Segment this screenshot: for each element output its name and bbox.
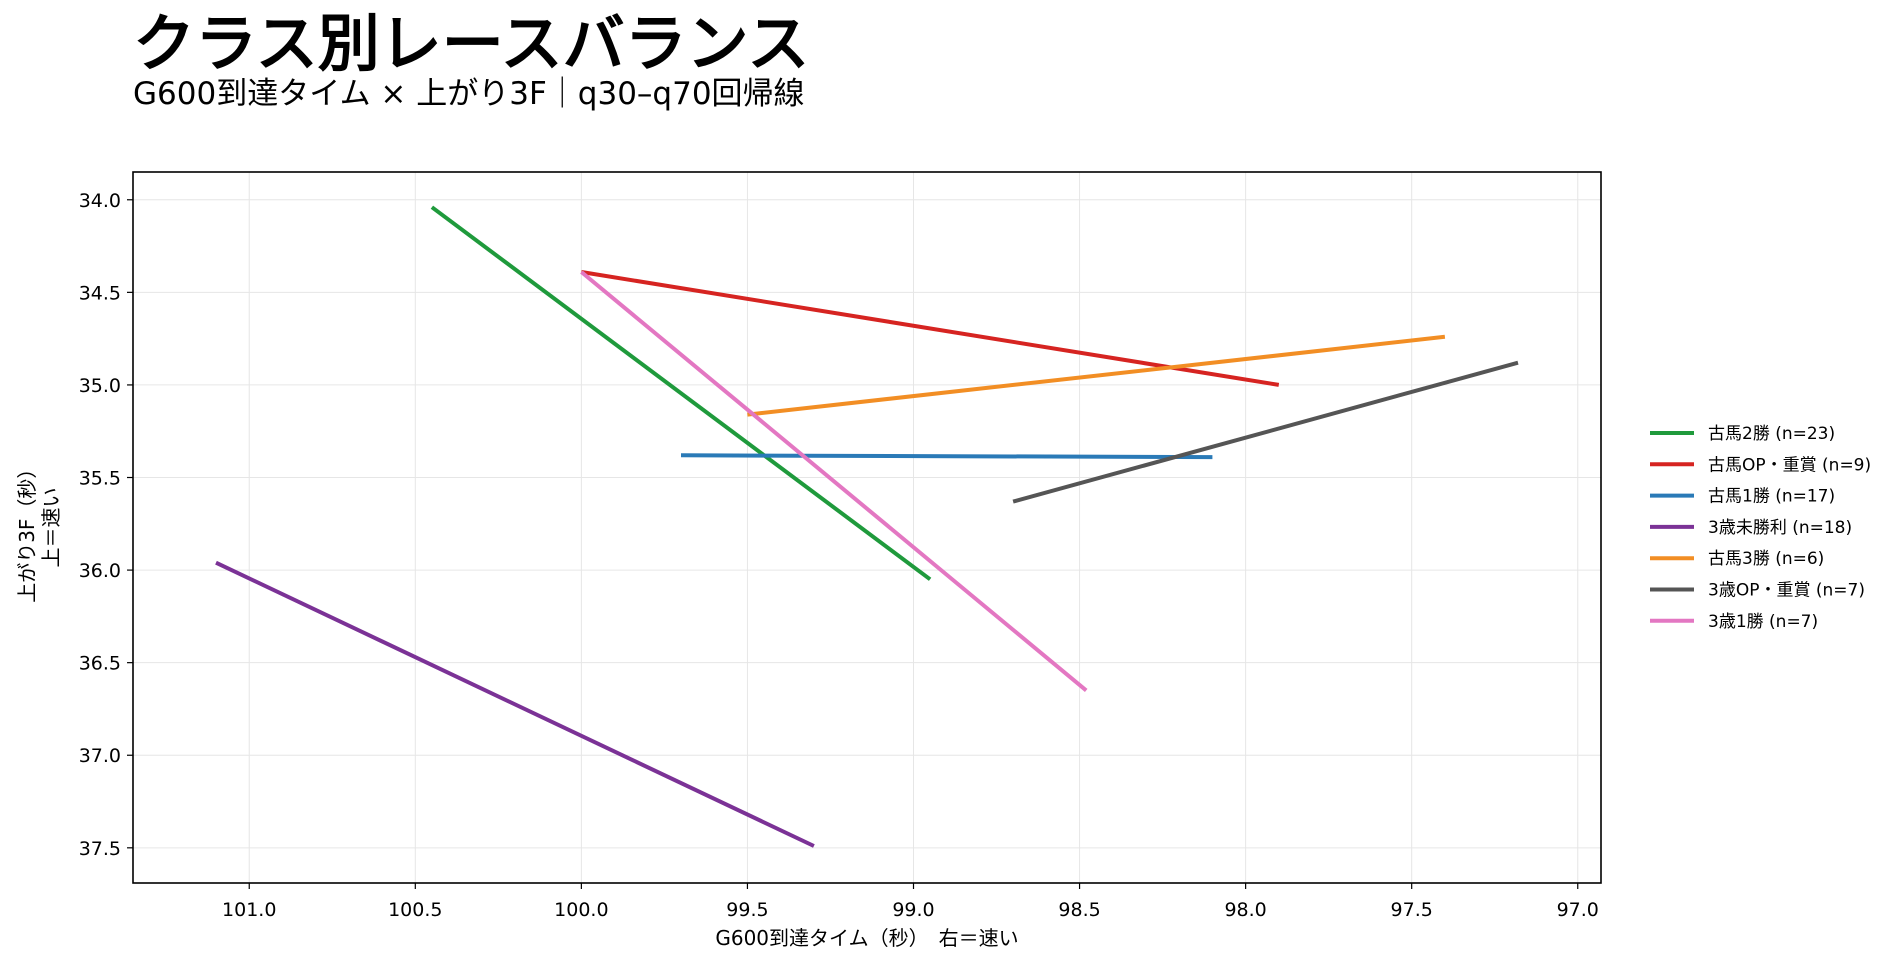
y-axis-label-line-2: 上＝速い	[39, 488, 63, 568]
legend: 古馬2勝 (n=23) 古馬OP・重賞 (n=9) 古馬1勝 (n=17) 3歳未勝利…	[1650, 424, 1871, 632]
x-tick-label: 97.5	[1391, 899, 1433, 921]
x-tick-label: 99.5	[726, 899, 768, 921]
y-tick-label: 35.0	[79, 375, 121, 397]
legend-item: 3歳1勝 (n=7)	[1650, 612, 1818, 632]
x-tick-label: 101.0	[222, 899, 276, 921]
legend-label: 3歳OP・重賞 (n=7)	[1708, 581, 1865, 601]
series-line	[680, 453, 1213, 460]
x-axis: 101.0 100.5 100.0 99.5 99.0 98.5 98.0 97.5 97.0	[222, 883, 1599, 921]
y-tick-label: 34.5	[79, 282, 121, 304]
x-axis-label: G600到達タイム（秒） 右＝速い	[715, 926, 1018, 950]
series-line	[1012, 360, 1519, 504]
legend-item: 3歳未勝利 (n=18)	[1650, 518, 1852, 538]
y-axis-label: 上がり3F（秒） 上＝速い	[15, 452, 63, 603]
legend-label: 古馬2勝 (n=23)	[1708, 424, 1835, 444]
series-line	[581, 270, 1280, 387]
legend-label: 古馬OP・重賞 (n=9)	[1708, 455, 1871, 475]
x-tick-label: 99.0	[892, 899, 934, 921]
y-tick-label: 34.0	[79, 190, 121, 212]
legend-item: 古馬3勝 (n=6)	[1650, 549, 1824, 569]
series-line	[215, 560, 815, 848]
legend-label: 古馬1勝 (n=17)	[1708, 487, 1835, 507]
x-tick-label: 100.0	[554, 899, 608, 921]
grid	[133, 172, 1601, 883]
x-tick-label: 98.5	[1058, 899, 1100, 921]
x-tick-label: 97.0	[1557, 899, 1599, 921]
y-tick-label: 36.5	[79, 653, 121, 675]
legend-item: 古馬OP・重賞 (n=9)	[1650, 455, 1871, 475]
x-tick-label: 98.0	[1224, 899, 1266, 921]
legend-label: 古馬3勝 (n=6)	[1708, 549, 1824, 569]
x-tick-label: 100.5	[388, 899, 442, 921]
chart-title: クラス別レースバランス	[133, 7, 809, 80]
series-line	[430, 205, 932, 581]
legend-item: 古馬2勝 (n=23)	[1650, 424, 1835, 444]
y-tick-label: 36.0	[79, 560, 121, 582]
y-axis-label-line-1: 上がり3F（秒）	[15, 459, 39, 603]
y-tick-label: 37.0	[79, 745, 121, 767]
series-lines	[215, 205, 1519, 848]
y-axis: 34.0 34.5 35.0 35.5 36.0 36.5 37.0 37.5	[79, 190, 133, 860]
series-line	[580, 270, 1088, 692]
series-line	[747, 334, 1446, 417]
chart-subtitle: G600到達タイム × 上がり3F｜q30–q70回帰線	[133, 76, 805, 112]
y-tick-label: 37.5	[79, 838, 121, 860]
y-tick-label: 35.5	[79, 468, 121, 490]
legend-item: 3歳OP・重賞 (n=7)	[1650, 581, 1865, 601]
plot-frame	[132, 171, 1602, 884]
legend-label: 3歳1勝 (n=7)	[1708, 612, 1818, 632]
legend-item: 古馬1勝 (n=17)	[1650, 487, 1835, 507]
legend-label: 3歳未勝利 (n=18)	[1708, 518, 1852, 538]
